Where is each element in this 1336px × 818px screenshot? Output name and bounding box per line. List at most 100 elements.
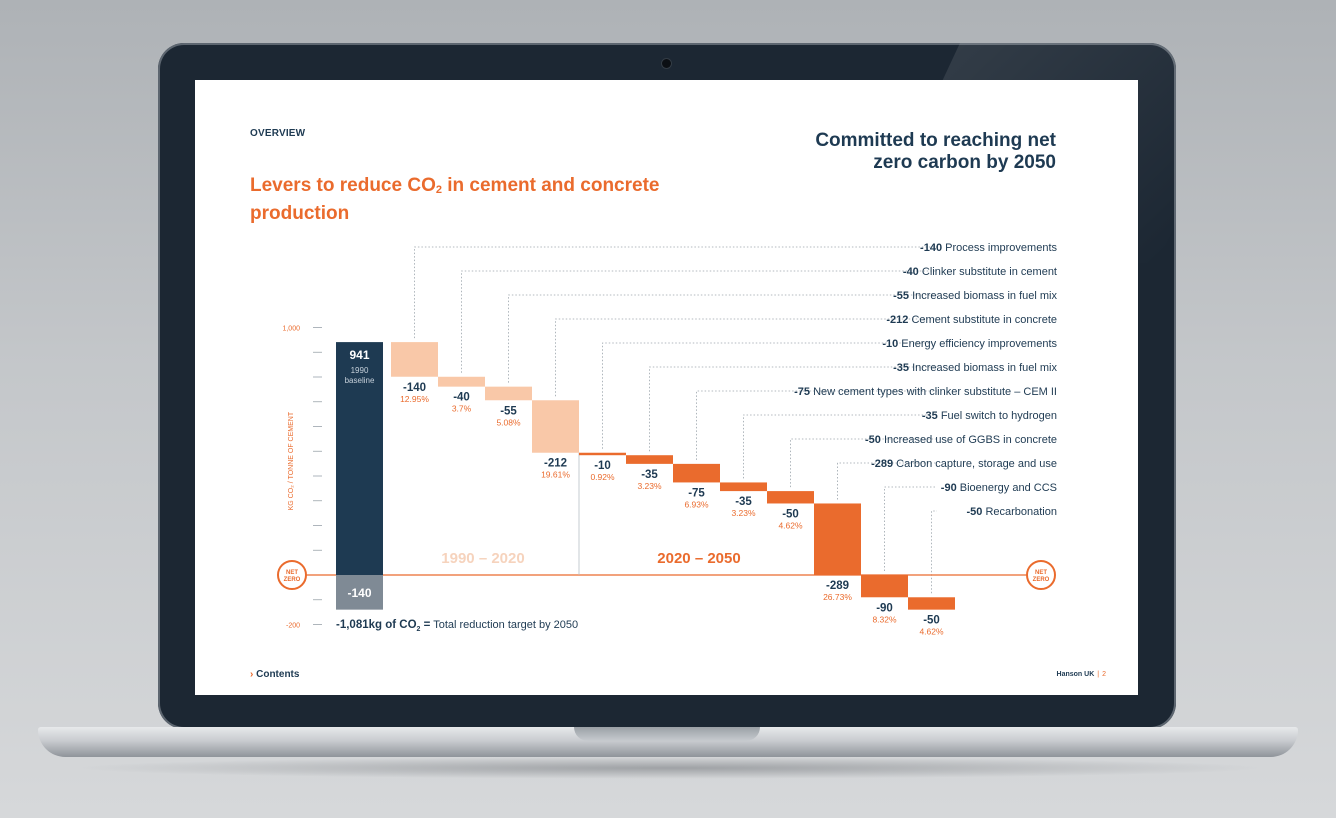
footer-brand: Hanson UK bbox=[1056, 671, 1095, 678]
net-zero-text: ZERO bbox=[284, 577, 301, 583]
bar-value-label: -75 bbox=[688, 487, 705, 499]
bar-percent-label: 4.62% bbox=[919, 627, 944, 637]
bar-percent-label: 12.95% bbox=[400, 394, 429, 404]
leader-line bbox=[461, 270, 937, 373]
lever-label: -10 Energy efficiency improvements bbox=[882, 338, 1057, 350]
bar-value-label: -90 bbox=[876, 602, 893, 614]
lever-value: -55 bbox=[893, 290, 912, 302]
lever-name: Increased biomass in fuel mix bbox=[912, 362, 1057, 374]
baseline-value: 941 bbox=[349, 348, 369, 362]
bars bbox=[336, 342, 955, 610]
bar-value-label: -40 bbox=[453, 392, 470, 404]
lever-value: -10 bbox=[882, 338, 901, 350]
net-zero-text: NET bbox=[1035, 570, 1047, 576]
lever-label: -140 Process improvements bbox=[920, 242, 1057, 254]
leader-line bbox=[837, 462, 937, 500]
waterfall-bar bbox=[720, 482, 767, 492]
baseline-label: 1990 bbox=[351, 366, 369, 375]
waterfall-bar bbox=[908, 597, 955, 610]
bar-value-label: -35 bbox=[641, 469, 658, 481]
section-label: OVERVIEW bbox=[250, 128, 306, 139]
lever-name: Energy efficiency improvements bbox=[901, 338, 1057, 350]
total-reduction-text: -1,081kg of CO2 = Total reduction target… bbox=[336, 619, 578, 633]
lever-value: -75 bbox=[794, 386, 813, 398]
bar-value-label: -50 bbox=[923, 615, 940, 627]
lever-value: -90 bbox=[941, 482, 960, 494]
leader-line bbox=[743, 414, 937, 479]
waterfall-bar bbox=[861, 575, 908, 598]
waterfall-bar bbox=[767, 491, 814, 504]
lever-name: Clinker substitute in cement bbox=[922, 266, 1057, 278]
waterfall-bar bbox=[626, 455, 673, 464]
bar-percent-label: 3.23% bbox=[637, 481, 662, 491]
chevron-right-icon: › bbox=[250, 669, 257, 680]
bar-percent-label: 6.93% bbox=[684, 499, 709, 509]
waterfall-bar bbox=[438, 376, 485, 387]
lever-name: Recarbonation bbox=[985, 506, 1057, 518]
bar-value-label: -50 bbox=[782, 508, 799, 520]
title-part-2: in cement and concrete production bbox=[250, 175, 660, 224]
waterfall-bar bbox=[532, 400, 579, 453]
lever-name: New cement types with clinker substitute… bbox=[813, 386, 1057, 398]
camera-icon bbox=[662, 59, 671, 68]
bar-percent-label: 19.61% bbox=[541, 470, 570, 480]
lever-name: Increased use of GGBS in concrete bbox=[884, 434, 1057, 446]
bar-percent-label: 3.7% bbox=[452, 404, 472, 414]
lever-label: -55 Increased biomass in fuel mix bbox=[893, 290, 1057, 302]
lever-label: -289 Carbon capture, storage and use bbox=[871, 458, 1057, 470]
lever-label: -50 Increased use of GGBS in concrete bbox=[865, 434, 1057, 446]
bar-percent-label: 8.32% bbox=[872, 614, 897, 624]
waterfall-bar bbox=[485, 386, 532, 401]
leader-line bbox=[602, 342, 937, 449]
net-zero-badge bbox=[1026, 560, 1056, 590]
slide: OVERVIEW Levers to reduce CO2 in cement … bbox=[195, 80, 1138, 695]
lever-value: -50 bbox=[865, 434, 884, 446]
leader-line bbox=[696, 390, 937, 460]
leader-line bbox=[508, 294, 937, 383]
leader-line bbox=[555, 318, 937, 397]
lever-label: -90 Bioenergy and CCS bbox=[941, 482, 1057, 494]
period-label-1: 1990 – 2020 bbox=[441, 550, 524, 567]
bar-percent-label: 26.73% bbox=[823, 592, 852, 602]
footer: Hanson UK | 2 bbox=[1057, 671, 1106, 678]
lever-label: -50 Recarbonation bbox=[966, 506, 1057, 518]
contents-link[interactable]: › Contents bbox=[250, 669, 299, 680]
waterfall-bar bbox=[814, 503, 861, 575]
residual-value: -140 bbox=[347, 586, 371, 600]
lever-value: -289 bbox=[871, 458, 896, 470]
waterfall-bar bbox=[579, 452, 626, 456]
leader-line bbox=[649, 366, 937, 452]
y-tick-label-bottom: -200 bbox=[286, 623, 300, 630]
lever-value: -35 bbox=[893, 362, 912, 374]
net-zero-text: NET bbox=[286, 570, 298, 576]
lever-name: Process improvements bbox=[945, 242, 1057, 254]
lever-name: Bioenergy and CCS bbox=[960, 482, 1057, 494]
net-zero-badge bbox=[277, 560, 307, 590]
lever-labels: -140 Process improvements -40 Clinker sub… bbox=[794, 242, 1057, 518]
lever-label: -35 Increased biomass in fuel mix bbox=[893, 362, 1057, 374]
leader-lines bbox=[414, 246, 937, 594]
lever-label: -35 Fuel switch to hydrogen bbox=[922, 410, 1057, 422]
lever-name: Cement substitute in concrete bbox=[911, 314, 1057, 326]
waterfall-bar bbox=[673, 463, 720, 483]
lever-name: Fuel switch to hydrogen bbox=[941, 410, 1057, 422]
bar-percent-label: 3.23% bbox=[731, 508, 756, 518]
y-axis-label: KG CO₂ / TONNE OF CEMENT bbox=[288, 411, 295, 510]
lever-value: -40 bbox=[903, 266, 922, 278]
lever-name: Increased biomass in fuel mix bbox=[912, 290, 1057, 302]
lever-value: -140 bbox=[920, 242, 945, 254]
title-subscript: 2 bbox=[435, 184, 442, 196]
waterfall-bar bbox=[391, 342, 438, 377]
bar-value-label: -55 bbox=[500, 405, 517, 417]
y-tick-label-top: 1,000 bbox=[282, 326, 300, 333]
lever-value: -212 bbox=[886, 314, 911, 326]
leader-line bbox=[884, 486, 937, 571]
page-number: 2 bbox=[1102, 671, 1106, 678]
leader-line bbox=[931, 510, 937, 594]
lever-label: -212 Cement substitute in concrete bbox=[886, 314, 1057, 326]
laptop-notch bbox=[574, 727, 760, 741]
bar-percent-label: 4.62% bbox=[778, 520, 803, 530]
net-zero-text: ZERO bbox=[1033, 577, 1050, 583]
